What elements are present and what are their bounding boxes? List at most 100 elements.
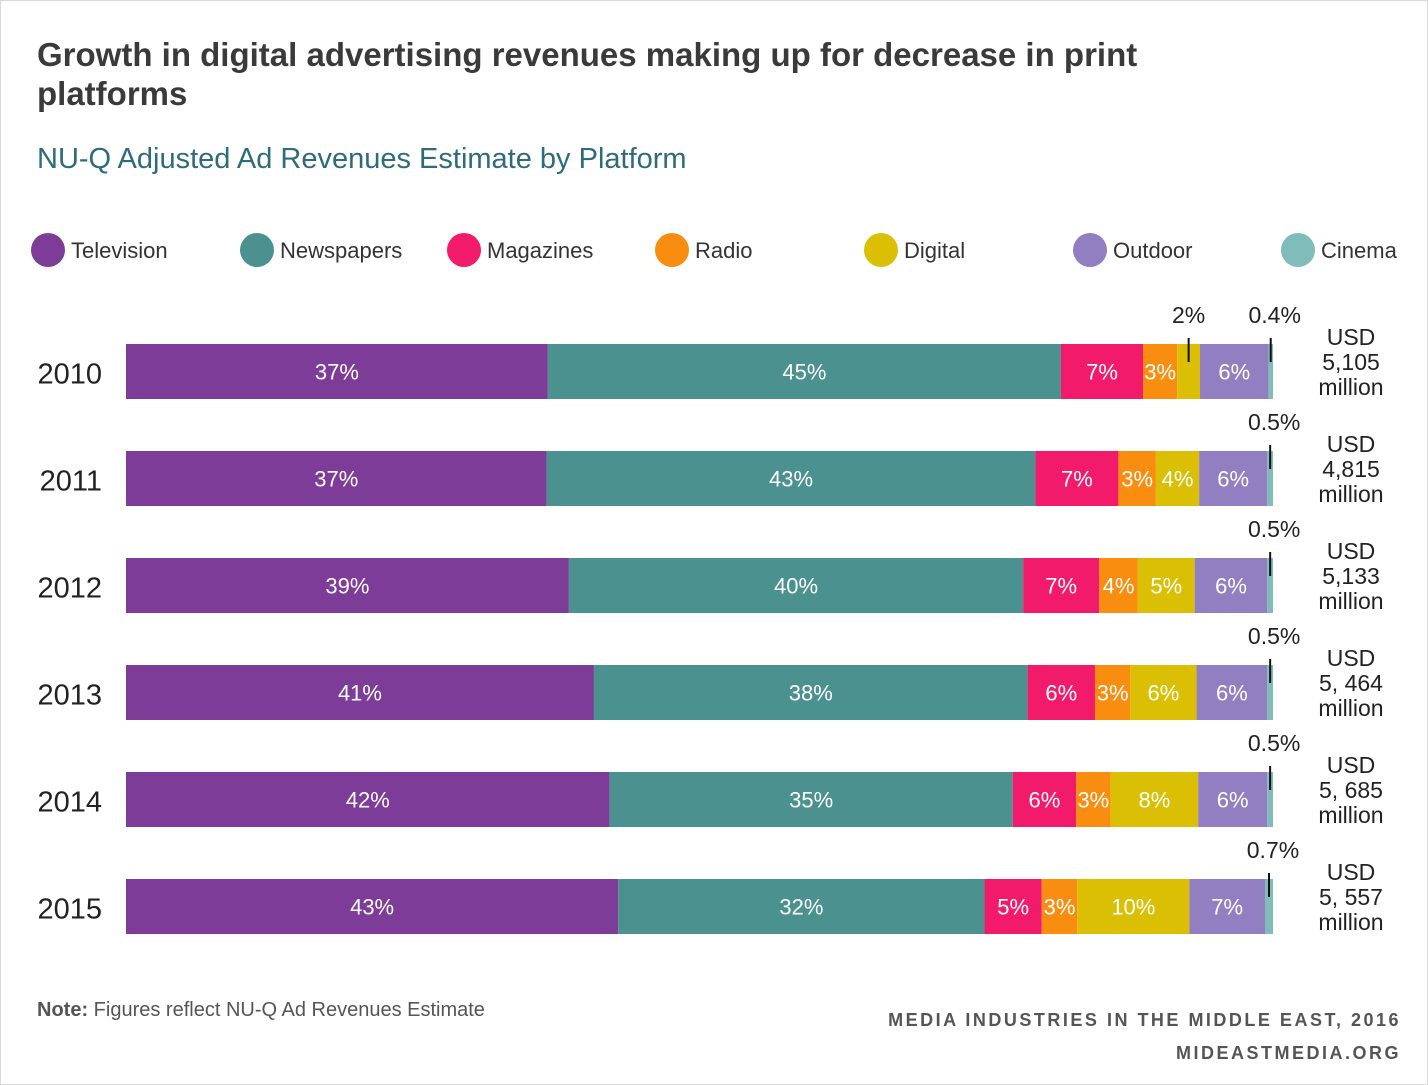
- data-label-newspapers-2012: 40%: [774, 574, 818, 599]
- legend-label-television: Television: [71, 238, 168, 263]
- footer-website: MIDEASTMEDIA.ORG: [1175, 1043, 1401, 1063]
- data-label-outdoor-2010: 6%: [1218, 360, 1250, 385]
- note-text: Figures reflect NU-Q Ad Revenues Estimat…: [93, 999, 485, 1021]
- data-label-newspapers-2013: 38%: [789, 681, 833, 706]
- data-label-outdoor-2014: 6%: [1217, 788, 1249, 813]
- legend-swatch-digital: [864, 233, 898, 267]
- data-label-television-2014: 42%: [346, 788, 390, 813]
- data-label-television-2013: 41%: [338, 681, 382, 706]
- bar-segment-radio-2012: [1099, 558, 1138, 613]
- data-label-outdoor-2015: 7%: [1211, 895, 1243, 920]
- bar-segment-digital-2011: [1155, 451, 1200, 506]
- bar-segment-cinema-2011: [1267, 451, 1273, 506]
- bar-segment-digital-2012: [1137, 558, 1195, 613]
- bar-segment-radio-2011: [1118, 451, 1156, 506]
- callout-label-digital-2010: 2%: [1172, 302, 1205, 328]
- callout-label-cinema-2013: 0.5%: [1248, 623, 1300, 649]
- callout-label-cinema-2015: 0.7%: [1247, 837, 1299, 863]
- bar-segment-magazines-2012: [1023, 558, 1100, 613]
- data-label-magazines-2014: 6%: [1029, 788, 1061, 813]
- chart-note: Note: Figures reflect NU-Q Ad Revenues E…: [37, 999, 485, 1022]
- legend-label-cinema: Cinema: [1321, 238, 1398, 263]
- data-label-television-2010: 37%: [315, 360, 359, 385]
- legend-swatch-magazines: [447, 233, 481, 267]
- total-label-2013-line1: USD: [1327, 645, 1376, 671]
- bar-segment-cinema-2013: [1267, 665, 1273, 720]
- data-label-television-2015: 43%: [350, 895, 394, 920]
- total-label-2012-line3: million: [1318, 588, 1383, 614]
- data-label-television-2012: 39%: [325, 574, 369, 599]
- data-label-outdoor-2013: 6%: [1216, 681, 1248, 706]
- category-label-2015: 2015: [37, 894, 102, 926]
- bar-segment-magazines-2014: [1012, 772, 1077, 827]
- bar-segment-newspapers-2010: [547, 344, 1061, 399]
- legend-swatch-outdoor: [1073, 233, 1107, 267]
- bar-segment-television-2012: [126, 558, 569, 613]
- legend-label-digital: Digital: [904, 238, 965, 263]
- data-label-newspapers-2015: 32%: [779, 895, 823, 920]
- legend-swatch-radio: [655, 233, 689, 267]
- category-label-2011: 2011: [40, 466, 102, 498]
- bar-segment-digital-2014: [1110, 772, 1199, 827]
- data-label-newspapers-2010: 45%: [782, 360, 826, 385]
- chart-subtitle: NU-Q Adjusted Ad Revenues Estimate by Pl…: [37, 143, 687, 175]
- bar-segment-television-2011: [126, 451, 547, 506]
- data-label-magazines-2015: 5%: [997, 895, 1029, 920]
- bar-segment-cinema-2012: [1267, 558, 1273, 613]
- data-label-radio-2013: 3%: [1097, 681, 1129, 706]
- total-label-2010-line2: 5,105: [1322, 349, 1380, 375]
- legend-label-magazines: Magazines: [487, 238, 593, 263]
- bar-segment-television-2013: [126, 665, 594, 720]
- data-label-radio-2014: 3%: [1077, 788, 1109, 813]
- legend-label-radio: Radio: [695, 238, 752, 263]
- category-label-2014: 2014: [37, 787, 102, 819]
- bar-segment-radio-2015: [1041, 879, 1078, 934]
- total-label-2015-line2: 5, 557: [1319, 884, 1383, 910]
- bar-segment-magazines-2011: [1035, 451, 1119, 506]
- bar-segment-outdoor-2012: [1194, 558, 1268, 613]
- data-label-outdoor-2012: 6%: [1215, 574, 1247, 599]
- bar-segment-outdoor-2010: [1200, 344, 1269, 399]
- legend-label-newspapers: Newspapers: [280, 238, 402, 263]
- data-label-newspapers-2014: 35%: [789, 788, 833, 813]
- chart-rows: 2010 37% 45% 7% 3% 6%2% 0.4%USD5,105million201…: [37, 302, 1383, 935]
- chart-title: Growth in digital advertising revenues m…: [37, 36, 1138, 112]
- data-label-radio-2011: 3%: [1121, 467, 1153, 492]
- data-label-magazines-2012: 7%: [1045, 574, 1077, 599]
- bar-segment-magazines-2015: [984, 879, 1042, 934]
- bar-segment-digital-2013: [1130, 665, 1197, 720]
- callout-label-cinema-2012: 0.5%: [1248, 516, 1300, 542]
- bar-segment-outdoor-2015: [1189, 879, 1265, 934]
- total-label-2010-line1: USD: [1327, 324, 1376, 350]
- bar-segment-television-2010: [126, 344, 548, 399]
- total-label-2011-line1: USD: [1327, 431, 1376, 457]
- legend-swatch-cinema: [1281, 233, 1315, 267]
- total-label-2014-line3: million: [1318, 802, 1383, 828]
- bar-segment-television-2014: [126, 772, 610, 827]
- data-label-digital-2011: 4%: [1162, 467, 1194, 492]
- data-label-television-2011: 37%: [314, 467, 358, 492]
- bar-segment-outdoor-2014: [1198, 772, 1268, 827]
- legend-label-outdoor: Outdoor: [1113, 238, 1193, 263]
- data-label-magazines-2010: 7%: [1086, 360, 1118, 385]
- bar-segment-cinema-2014: [1267, 772, 1273, 827]
- total-label-2011-line2: 4,815: [1322, 456, 1380, 482]
- bar-segment-outdoor-2011: [1199, 451, 1268, 506]
- total-label-2015-line1: USD: [1327, 859, 1376, 885]
- callout-label-cinema-2014: 0.5%: [1248, 730, 1300, 756]
- category-label-2013: 2013: [37, 680, 102, 712]
- legend-swatch-television: [31, 233, 65, 267]
- data-label-magazines-2011: 7%: [1061, 467, 1093, 492]
- total-label-2012-line1: USD: [1327, 538, 1376, 564]
- total-label-2014-line1: USD: [1327, 752, 1376, 778]
- data-label-magazines-2013: 6%: [1045, 681, 1077, 706]
- bar-segment-digital-2015: [1077, 879, 1190, 934]
- bar-segment-newspapers-2013: [593, 665, 1028, 720]
- total-label-2012-line2: 5,133: [1322, 563, 1380, 589]
